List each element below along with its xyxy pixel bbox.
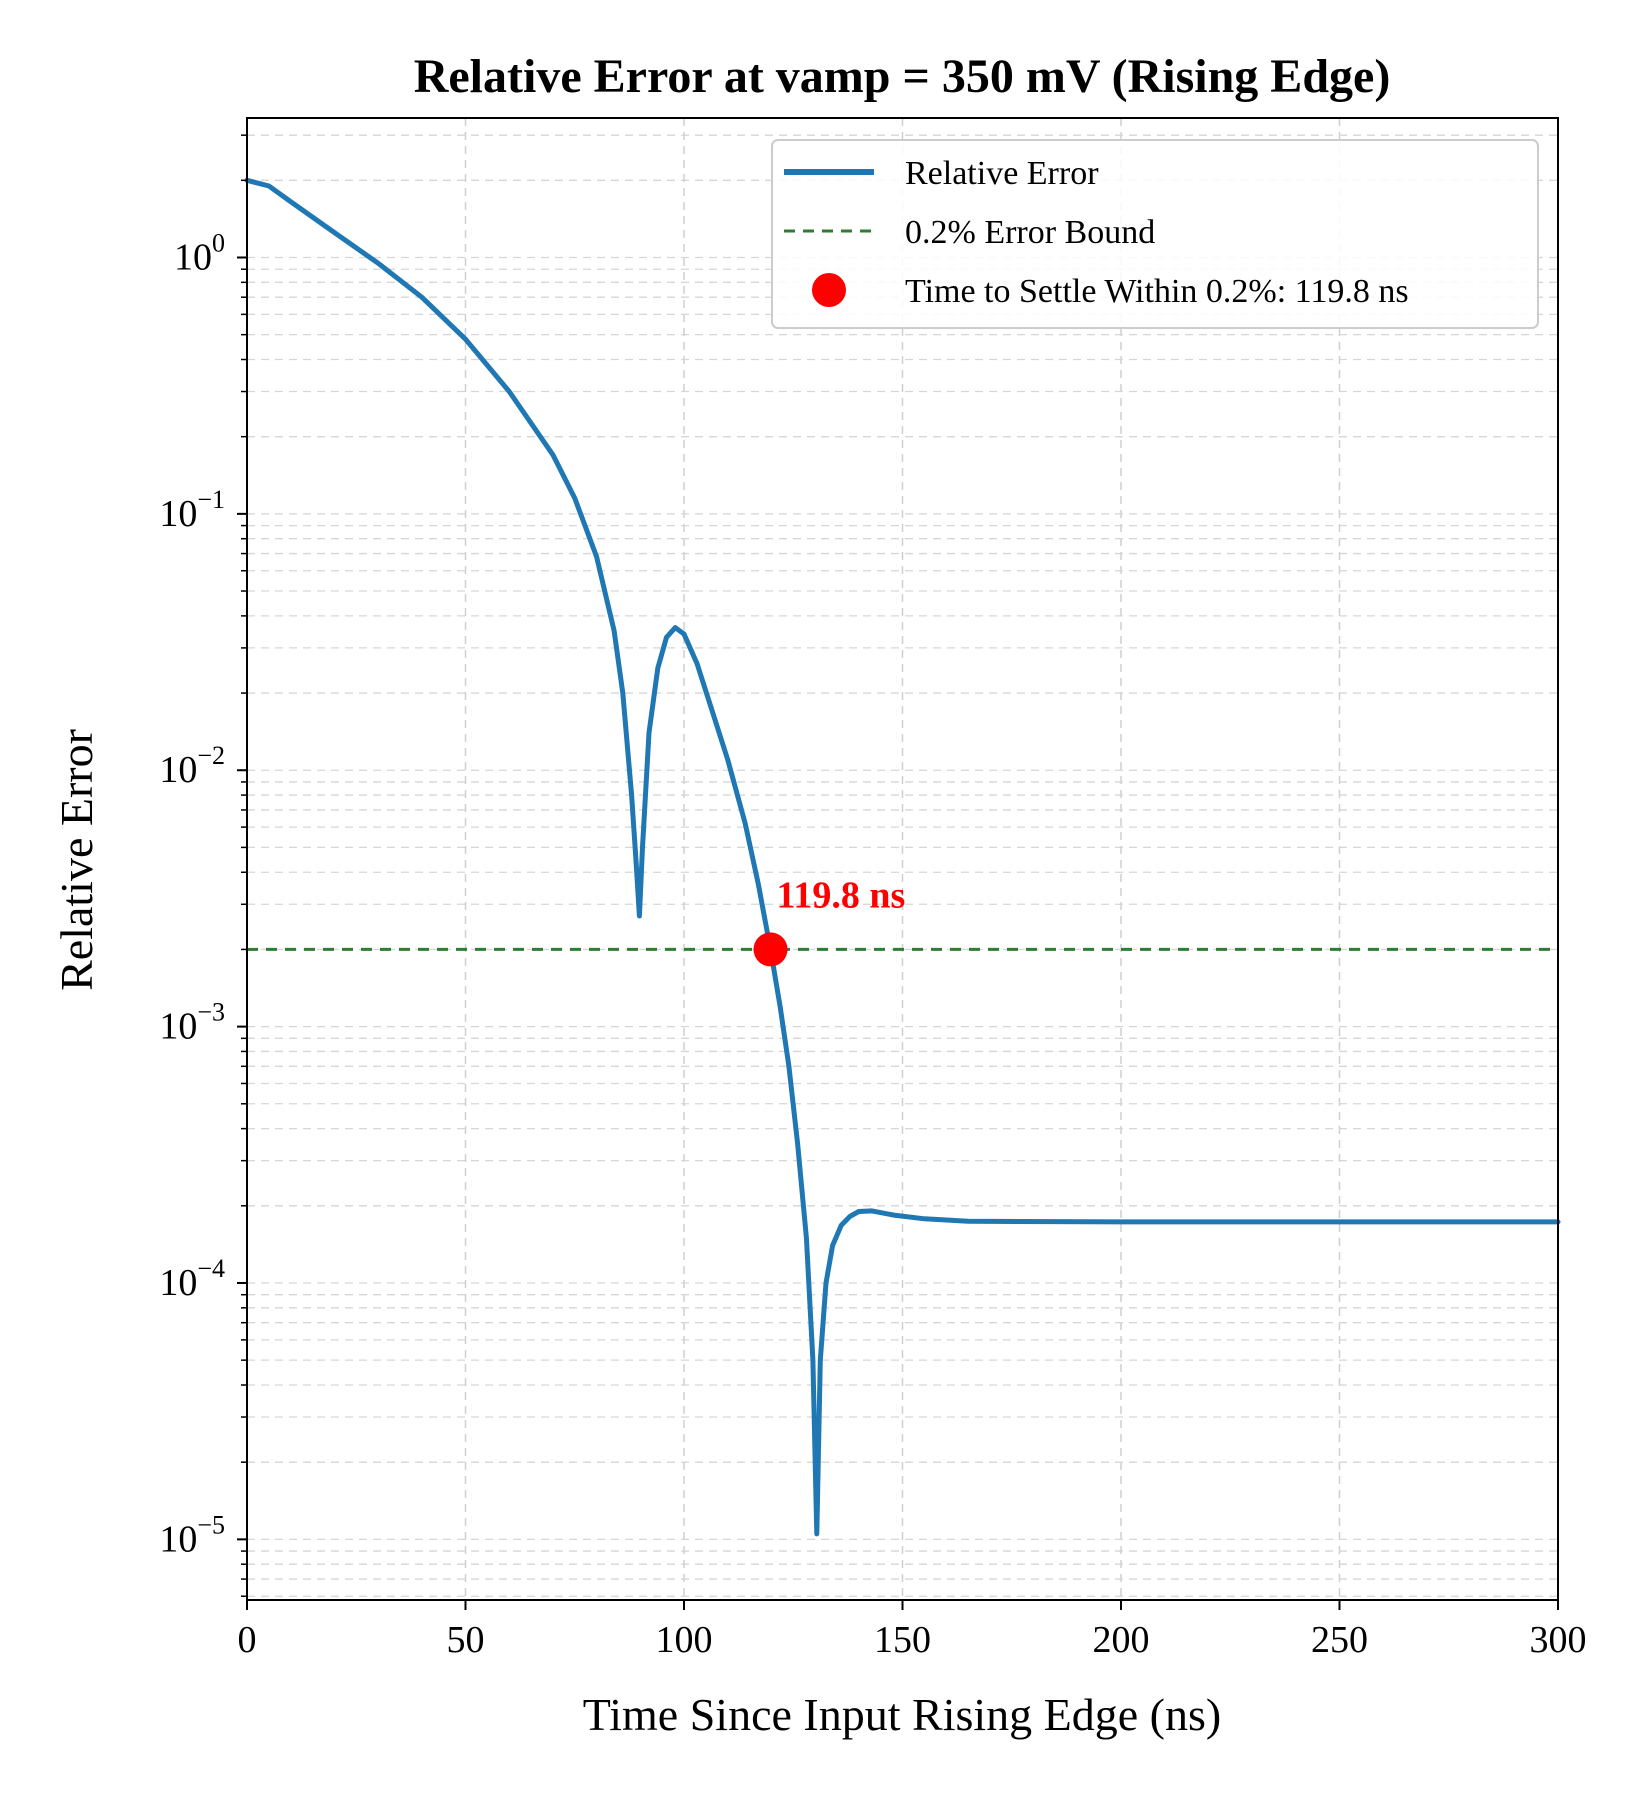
legend-label-settle: Time to Settle Within 0.2%: 119.8 ns bbox=[905, 273, 1409, 310]
legend-marker-settle bbox=[812, 273, 846, 307]
legend-label-relative-error: Relative Error bbox=[905, 155, 1099, 192]
plot-frame bbox=[246, 117, 1559, 1601]
x-tick-label: 250 bbox=[1311, 1619, 1368, 1661]
plot-area: 119.8 ns bbox=[244, 177, 1561, 1537]
y-tick-label: 10−5 bbox=[159, 1510, 225, 1560]
grid bbox=[246, 118, 1559, 1600]
y-tick-label: 10−3 bbox=[159, 998, 225, 1048]
x-tick-label: 50 bbox=[447, 1619, 485, 1661]
legend: Relative Error 0.2% Error Bound Time to … bbox=[771, 139, 1539, 329]
x-tick-label: 0 bbox=[238, 1619, 257, 1661]
y-tick-label: 10−1 bbox=[159, 485, 225, 535]
legend-box bbox=[771, 139, 1539, 329]
chart-title: Relative Error at vamp = 350 mV (Rising … bbox=[414, 50, 1391, 103]
y-tick-label: 100 bbox=[174, 228, 225, 278]
y-tick-label: 10−4 bbox=[159, 1254, 225, 1304]
y-axis-label: Relative Error bbox=[51, 729, 102, 991]
settle-time-annotation: 119.8 ns bbox=[777, 874, 906, 916]
x-tick-label: 150 bbox=[874, 1619, 931, 1661]
x-axis-label: Time Since Input Rising Edge (ns) bbox=[583, 1689, 1221, 1740]
relative-error-line bbox=[244, 177, 1561, 1537]
legend-label-error-bound: 0.2% Error Bound bbox=[905, 214, 1155, 251]
y-tick-label: 10−2 bbox=[159, 741, 225, 791]
settle-point-marker bbox=[753, 932, 788, 967]
x-tick-label: 300 bbox=[1530, 1619, 1587, 1661]
x-tick-label: 100 bbox=[656, 1619, 713, 1661]
x-tick-label: 200 bbox=[1093, 1619, 1150, 1661]
ticks: 0 50 100 150 200 250 300 100 10−1 10−2 10−3 10−4 10−… bbox=[159, 134, 1587, 1661]
